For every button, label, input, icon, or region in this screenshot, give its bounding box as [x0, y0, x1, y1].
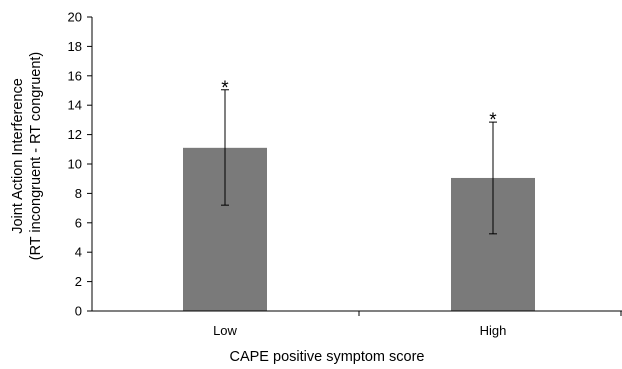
y-tick-label: 18 — [68, 39, 82, 54]
error-bars — [221, 89, 497, 235]
significance-marker: * — [221, 78, 229, 99]
y-tick-label: 16 — [68, 68, 82, 83]
x-category-label-low: Low — [213, 323, 237, 338]
significance-markers: ** — [221, 78, 497, 131]
y-tick-label: 2 — [75, 274, 82, 289]
significance-marker: * — [489, 110, 497, 131]
y-tick-label: 8 — [75, 186, 82, 201]
bars — [183, 147, 535, 311]
y-tick-label: 14 — [68, 98, 82, 113]
y-axis-title-line: Joint Action Interference — [10, 78, 26, 234]
y-axis-ticks: 0 2 4 6 8 10 12 14 16 18 20 — [68, 10, 92, 319]
x-category-label-high: High — [480, 323, 507, 338]
x-axis-ticks — [358, 311, 622, 316]
y-tick-label: 0 — [75, 304, 82, 319]
y-tick-label: 20 — [68, 10, 82, 25]
y-tick-label: 12 — [68, 127, 82, 142]
y-tick-label: 10 — [68, 157, 82, 172]
y-tick-label: 6 — [75, 215, 82, 230]
y-axis-title: Joint Action Interference (RT incongruent… — [10, 52, 44, 260]
x-category-labels: Low High — [213, 323, 506, 338]
y-tick-label: 4 — [75, 245, 82, 260]
y-axis-title-line: (RT incongruent - RT congruent) — [28, 52, 44, 260]
x-axis-title: CAPE positive symptom score — [229, 349, 424, 365]
